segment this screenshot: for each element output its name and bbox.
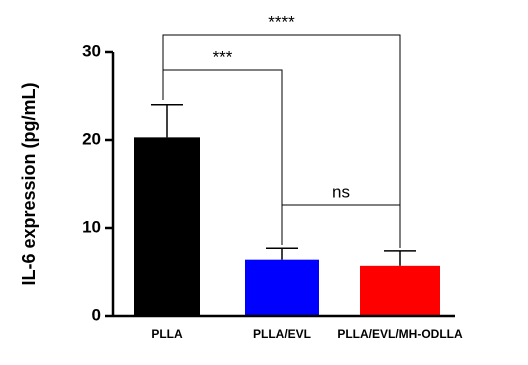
bar (134, 137, 200, 316)
bracket (281, 204, 401, 248)
y-tick-label: 10 (82, 217, 101, 236)
significance-label: **** (268, 12, 295, 31)
significance-label: ns (332, 182, 350, 201)
bar (245, 259, 319, 316)
x-tick-label: PLLA/EVL (253, 327, 311, 341)
y-tick-label: 0 (92, 305, 101, 324)
significance-label: *** (213, 47, 233, 66)
y-axis-label: IL-6 expression (pg/mL) (19, 82, 39, 285)
bar (360, 265, 440, 316)
x-tick-label: PLLA/EVL/MH-ODLLA (337, 327, 463, 341)
x-tick-label: PLLA (151, 327, 183, 341)
bracket (162, 34, 401, 205)
y-tick-label: 20 (82, 129, 101, 148)
y-tick-label: 30 (82, 41, 101, 60)
bracket (162, 69, 283, 205)
